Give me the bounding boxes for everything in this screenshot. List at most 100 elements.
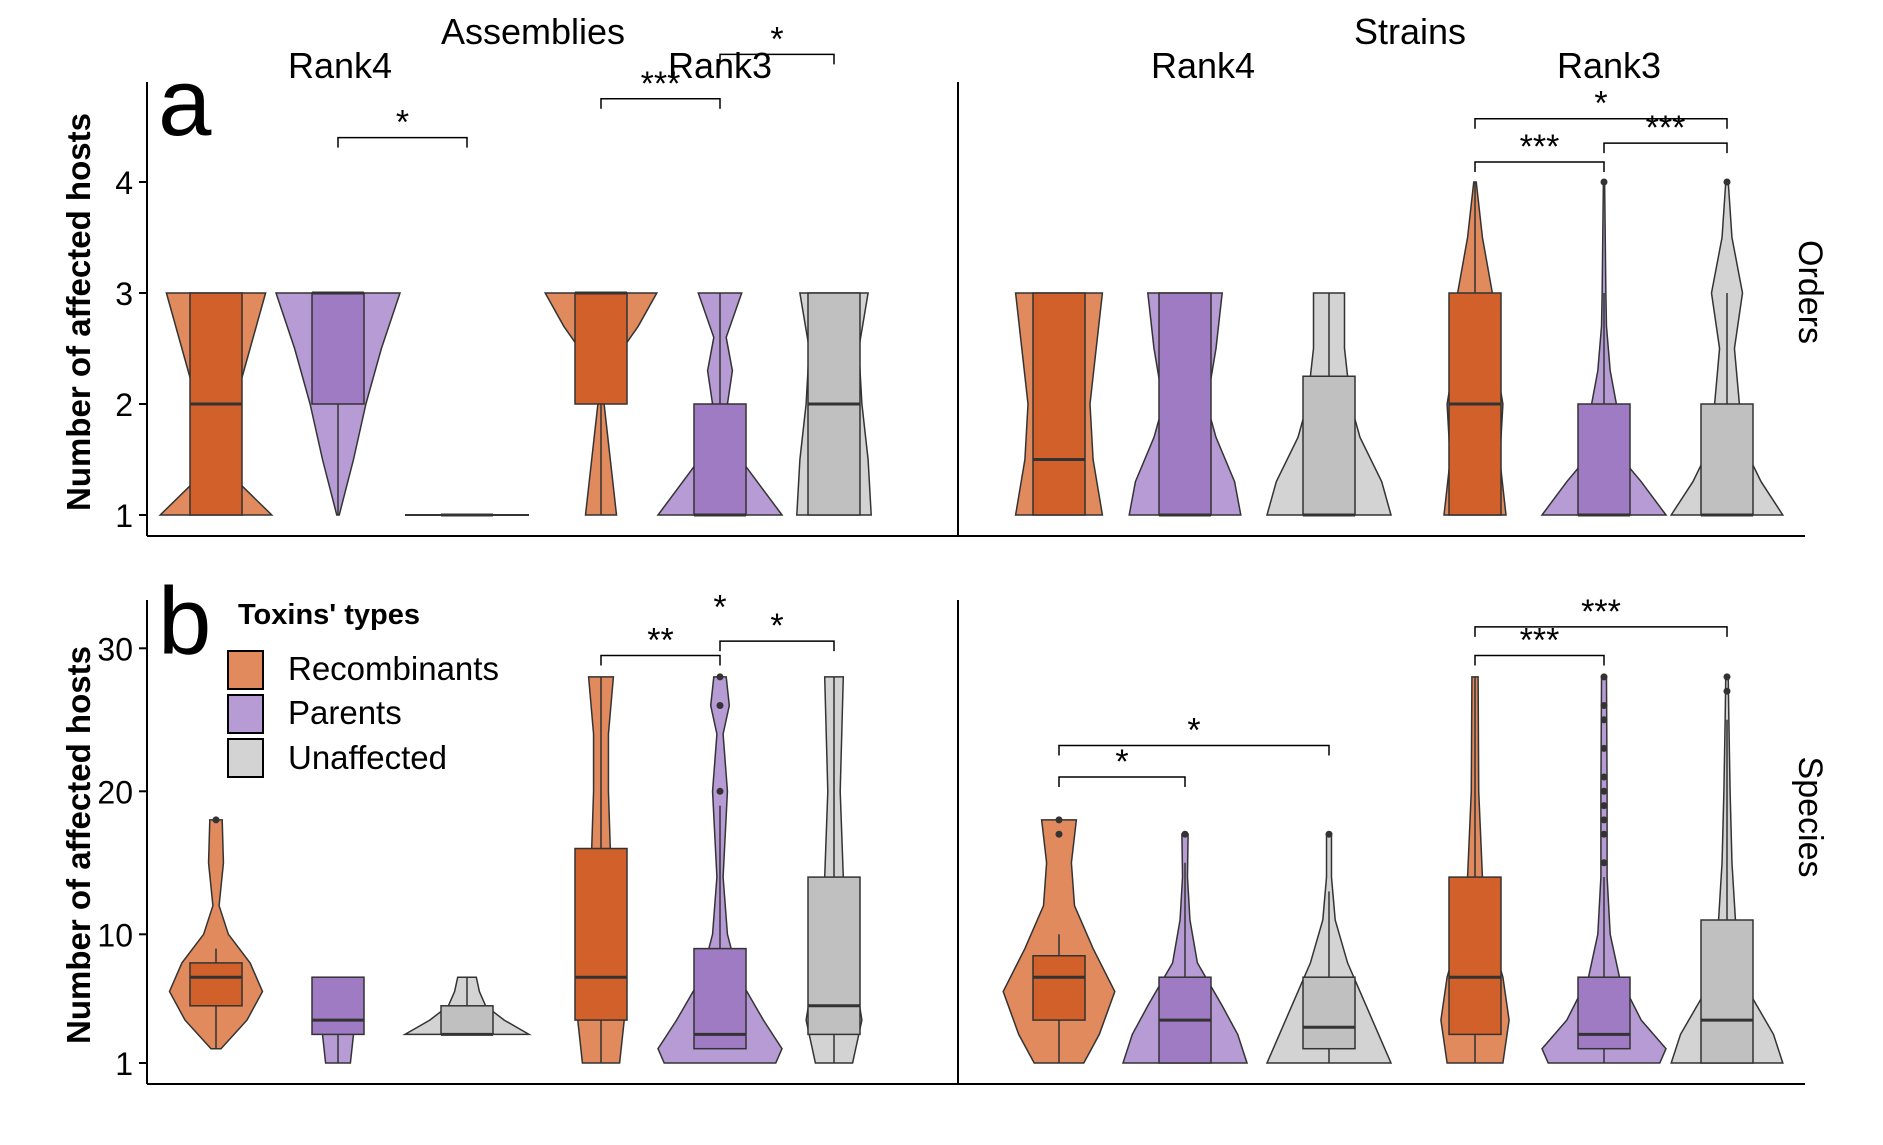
significance-label: ***	[641, 65, 681, 103]
significance-bracket	[1474, 161, 1605, 173]
legend-label-recombinants: Recombinants	[288, 650, 499, 687]
y-tick-label: 1	[115, 1046, 133, 1082]
significance-bracket	[719, 640, 835, 652]
significance-bracket	[1474, 117, 1728, 129]
box	[440, 1005, 494, 1036]
legend: Toxins' types Recombinants Parents Unaff…	[227, 599, 499, 778]
significance-label: ***	[1520, 621, 1560, 659]
violin-parents	[274, 291, 402, 516]
header-strains-rank4: Rank4	[1151, 45, 1255, 86]
legend-swatch-recombinants	[227, 650, 264, 690]
y-axis-label-a: Number of affected hosts	[60, 113, 97, 511]
panel-label-b: b	[158, 568, 211, 675]
significance-bracket	[719, 53, 835, 65]
significance-label: *	[1115, 743, 1128, 781]
legend-label-unaffected: Unaffected	[288, 739, 447, 776]
y-tick-label: 10	[97, 917, 133, 953]
y-tick-label: 1	[115, 498, 133, 534]
y-tick-label: 4	[115, 165, 133, 201]
violin-recombinants	[1014, 292, 1104, 516]
violin-recombinants	[1443, 181, 1507, 516]
outlier-point	[716, 673, 724, 681]
outlier-point	[1181, 830, 1189, 838]
box	[311, 292, 365, 405]
outlier-point	[1723, 687, 1731, 695]
box	[1577, 403, 1631, 516]
box	[1448, 876, 1502, 1036]
violin-unaffected	[1265, 830, 1393, 1064]
box	[311, 976, 365, 1036]
outlier-point	[1055, 830, 1063, 838]
violin-recombinants	[1440, 676, 1510, 1064]
outlier-point	[1600, 744, 1608, 752]
header-strains: Strains	[1354, 11, 1466, 52]
outlier-point	[1723, 178, 1731, 186]
significance-label: *	[770, 607, 783, 645]
outlier-point	[1600, 802, 1608, 810]
violin-unaffected	[1266, 292, 1392, 517]
violin-parents	[657, 673, 783, 1064]
box	[1032, 955, 1086, 1021]
legend-label-parents: Parents	[288, 694, 402, 731]
y-tick-label: 20	[97, 774, 133, 810]
violin-parents	[311, 976, 365, 1064]
significance-bracket	[1474, 626, 1728, 637]
box	[1032, 292, 1086, 516]
significance-bracket	[337, 136, 468, 148]
violin-recombinants	[158, 292, 274, 516]
significance-label: *	[1187, 712, 1200, 750]
facet-label-species: Species	[1791, 757, 1829, 878]
violin-parents	[1128, 292, 1242, 517]
y-axis-label-b: Number of affected hosts	[60, 646, 97, 1044]
significance-label: *	[396, 104, 409, 142]
violin-recombinants	[543, 291, 659, 516]
violin-parents	[1541, 673, 1667, 1064]
violin-unaffected	[1670, 673, 1784, 1064]
outlier-point	[1055, 816, 1063, 824]
box	[1577, 976, 1631, 1050]
box	[574, 292, 628, 405]
panel-label-a: a	[158, 49, 212, 156]
legend-title: Toxins' types	[238, 599, 420, 631]
significance-bracket	[1474, 654, 1605, 666]
box	[574, 847, 628, 1021]
header-strains-rank3: Rank3	[1557, 45, 1661, 86]
violin-parents	[656, 292, 784, 517]
significance-label: *	[1594, 85, 1607, 123]
y-tick-label: 30	[97, 631, 133, 667]
violin-recombinants	[168, 816, 264, 1050]
significance-bracket	[1058, 776, 1186, 787]
outlier-point	[1600, 859, 1608, 867]
outlier-point	[212, 816, 220, 824]
box	[1700, 919, 1754, 1064]
significance-bracket	[1058, 744, 1330, 756]
violin-parents	[1540, 178, 1668, 517]
significance-label: *	[770, 20, 783, 58]
facet-label-orders: Orders	[1791, 240, 1829, 344]
box	[807, 876, 861, 1036]
violin-unaffected	[805, 676, 863, 1064]
header-assemblies-rank4: Rank4	[288, 45, 392, 86]
outlier-point	[1600, 787, 1608, 795]
significance-bracket	[1603, 142, 1728, 154]
outlier-point	[1723, 673, 1731, 681]
box	[693, 403, 747, 516]
legend-swatch-unaffected	[227, 738, 264, 778]
outlier-point	[1600, 178, 1608, 186]
header-assemblies-rank3: Rank3	[668, 45, 772, 86]
outlier-point	[1600, 673, 1608, 681]
box	[693, 947, 747, 1050]
outlier-point	[1600, 816, 1608, 824]
violin-parents	[1121, 830, 1249, 1064]
box	[1302, 375, 1356, 516]
outlier-point	[1600, 830, 1608, 838]
box	[189, 962, 243, 1007]
outlier-point	[1600, 716, 1608, 724]
y-tick-label: 2	[115, 387, 133, 423]
significance-bracket	[600, 654, 721, 666]
outlier-point	[716, 787, 724, 795]
outlier-point	[716, 702, 724, 709]
box	[1700, 403, 1754, 516]
